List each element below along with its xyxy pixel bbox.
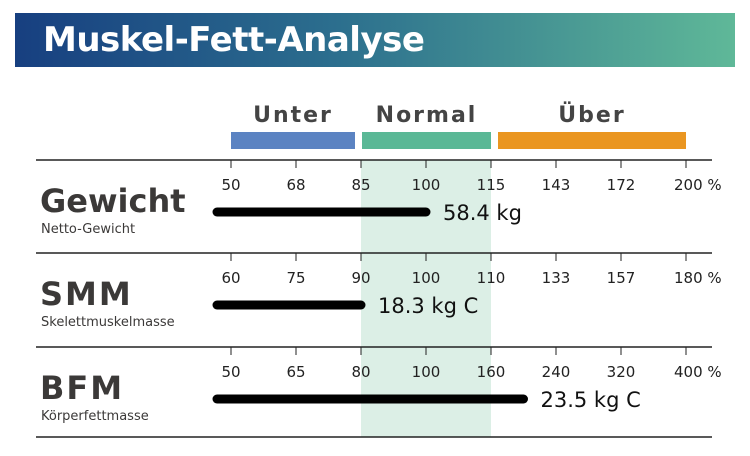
tick-label-smm-4: 110 [477, 269, 506, 287]
tick-label-smm-7: 180 % [674, 269, 722, 287]
tick-label-gewicht-0: 50 [221, 176, 240, 194]
normal-range-shading [361, 160, 491, 437]
tick-label-smm-2: 90 [351, 269, 370, 287]
tick-label-gewicht-5: 143 [542, 176, 571, 194]
band-bar-normal [362, 132, 491, 149]
band-label-unter: Unter [253, 103, 333, 128]
band-label-normal: Normal [376, 103, 478, 128]
tick-label-gewicht-3: 100 [412, 176, 441, 194]
tick-label-gewicht-4: 115 [477, 176, 506, 194]
tick-label-bfm-5: 240 [542, 363, 571, 381]
tick-label-gewicht-7: 200 % [674, 176, 722, 194]
tick-label-gewicht-6: 172 [607, 176, 636, 194]
tick-label-smm-5: 133 [542, 269, 571, 287]
tick-label-bfm-3: 100 [412, 363, 441, 381]
tick-label-bfm-7: 400 % [674, 363, 722, 381]
band-label-über: Über [558, 102, 625, 128]
value-label-smm: 18.3 kg C [378, 294, 478, 318]
row-subtitle-smm: Skelettmuskelmasse [41, 315, 175, 330]
tick-label-smm-1: 75 [286, 269, 305, 287]
tick-label-smm-6: 157 [607, 269, 636, 287]
tick-label-bfm-1: 65 [286, 363, 305, 381]
tick-label-bfm-2: 80 [351, 363, 370, 381]
page-title: Muskel-Fett-Analyse [43, 20, 425, 60]
tick-label-gewicht-1: 68 [286, 176, 305, 194]
title-bar: Muskel-Fett-Analyse [15, 13, 735, 67]
band-bar-über [498, 132, 686, 149]
tick-label-smm-3: 100 [412, 269, 441, 287]
row-subtitle-bfm: Körperfettmasse [41, 409, 149, 424]
value-label-gewicht: 58.4 kg [443, 201, 522, 225]
tick-label-bfm-6: 320 [607, 363, 636, 381]
tick-label-bfm-0: 50 [221, 363, 240, 381]
tick-label-gewicht-2: 85 [351, 176, 370, 194]
tick-label-smm-0: 60 [221, 269, 240, 287]
row-name-bfm: BFM [40, 369, 124, 407]
row-subtitle-gewicht: Netto-Gewicht [41, 222, 135, 237]
band-bar-unter [231, 132, 355, 149]
tick-label-bfm-4: 160 [477, 363, 506, 381]
row-name-gewicht: Gewicht [40, 182, 186, 220]
row-name-smm: SMM [40, 275, 133, 313]
value-label-bfm: 23.5 kg C [541, 388, 641, 412]
